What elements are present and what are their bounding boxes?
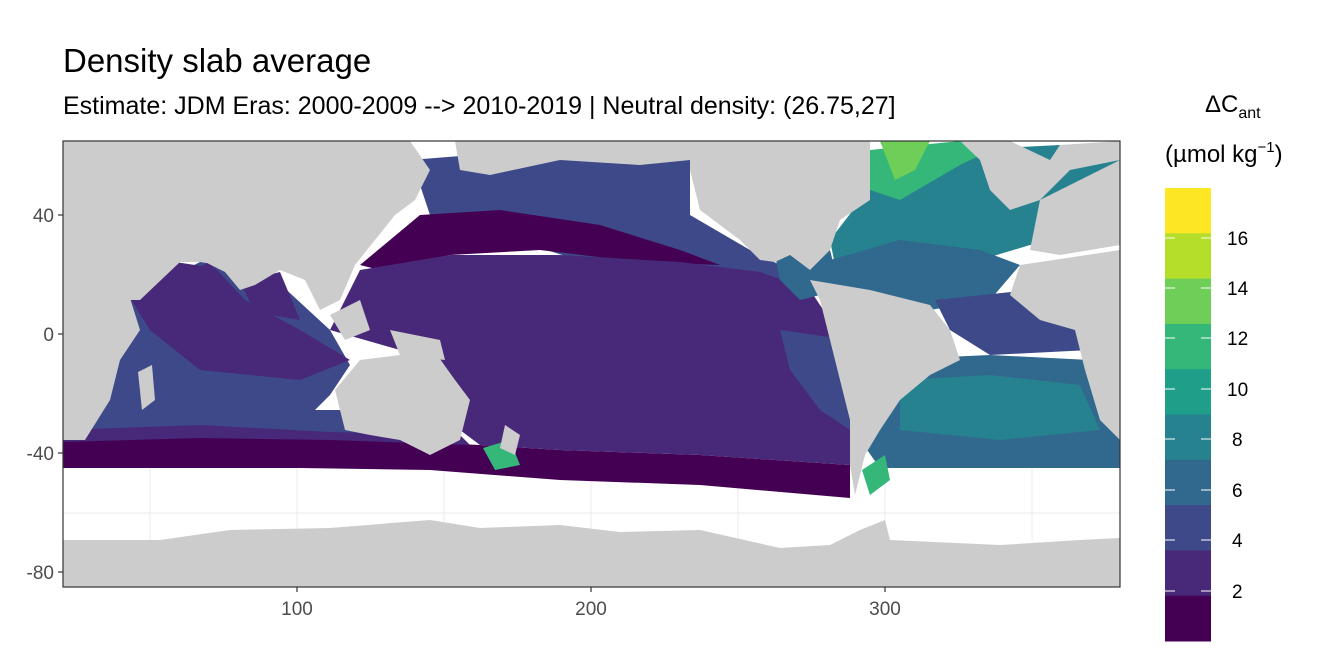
legend-unit-sup: −1: [1258, 139, 1275, 156]
x-tick-label: 100: [281, 599, 313, 620]
arabian-sea: [165, 262, 228, 310]
x-tick-label: 200: [575, 599, 607, 620]
legend-swatch: [1165, 233, 1211, 280]
south-atlantic-inner: [900, 375, 1100, 440]
y-tick-label: -40: [27, 444, 54, 465]
legend-title-sub: ant: [1238, 105, 1261, 122]
land-masses: [63, 141, 1120, 587]
legend-label: 4: [1232, 531, 1243, 552]
land-new-zealand: [500, 425, 520, 455]
land-borneo: [330, 300, 370, 340]
legend-swatch: [1165, 414, 1211, 461]
land-europe: [1030, 160, 1120, 255]
land-eurasia: [63, 141, 430, 310]
legend-label: 12: [1227, 329, 1248, 350]
y-tick-label: 40: [33, 206, 54, 227]
land-africa-west: [63, 298, 140, 440]
legend-title-main: ΔC: [1205, 91, 1238, 118]
legend-label: 2: [1232, 582, 1243, 603]
legend-label: 10: [1227, 380, 1248, 401]
land-new-guinea: [390, 330, 445, 360]
greenland-strip: [880, 141, 930, 180]
falklands-green: [862, 455, 890, 495]
legend-swatch: [1165, 595, 1211, 642]
southern-ocean-band: [63, 436, 850, 498]
legend-swatch: [1165, 369, 1211, 415]
legend-colorbar: [1165, 188, 1211, 642]
legend-label: 14: [1227, 279, 1249, 300]
map-subtitle: Estimate: JDM Eras: 2000-2009 --> 2010-2…: [63, 92, 896, 120]
land-south-america: [810, 280, 960, 495]
legend-swatch: [1165, 459, 1211, 506]
legend-swatch: [1165, 323, 1211, 370]
x-axis-ticks: [296, 587, 886, 592]
legend-label: 8: [1232, 430, 1243, 451]
land-australia: [335, 345, 470, 455]
legend: ΔCant (µmol kg−1) 16 14 12 10 8 6 4 2: [1165, 91, 1283, 642]
legend-swatch: [1165, 188, 1211, 234]
legend-unit-right: ): [1275, 141, 1283, 168]
legend-label: 6: [1232, 481, 1243, 502]
legend-title: ΔCant: [1205, 91, 1261, 122]
legend-swatch: [1165, 550, 1211, 597]
land-greenland-east: [960, 141, 1120, 210]
land-antarctica: [63, 520, 1120, 587]
legend-unit-left: (µmol kg: [1165, 141, 1258, 168]
legend-swatch: [1165, 505, 1211, 551]
legend-ticks: [1165, 237, 1211, 592]
y-tick-label: 0: [43, 325, 54, 346]
x-tick-label: 300: [869, 599, 901, 620]
land-north-america: [690, 141, 870, 270]
land-madagascar: [138, 365, 155, 410]
legend-unit: (µmol kg−1): [1165, 139, 1283, 168]
south-indian-band: [63, 425, 470, 445]
y-axis-ticks: [58, 214, 63, 573]
land-kamchatka: [455, 141, 690, 175]
gridlines: [63, 468, 1120, 540]
east-pacific-band: [780, 330, 850, 430]
y-tick-label: -80: [27, 563, 54, 584]
legend-swatch: [1165, 278, 1211, 325]
legend-label: 16: [1227, 229, 1248, 250]
map-title: Density slab average: [63, 42, 372, 79]
land-africa-east: [1010, 250, 1120, 440]
